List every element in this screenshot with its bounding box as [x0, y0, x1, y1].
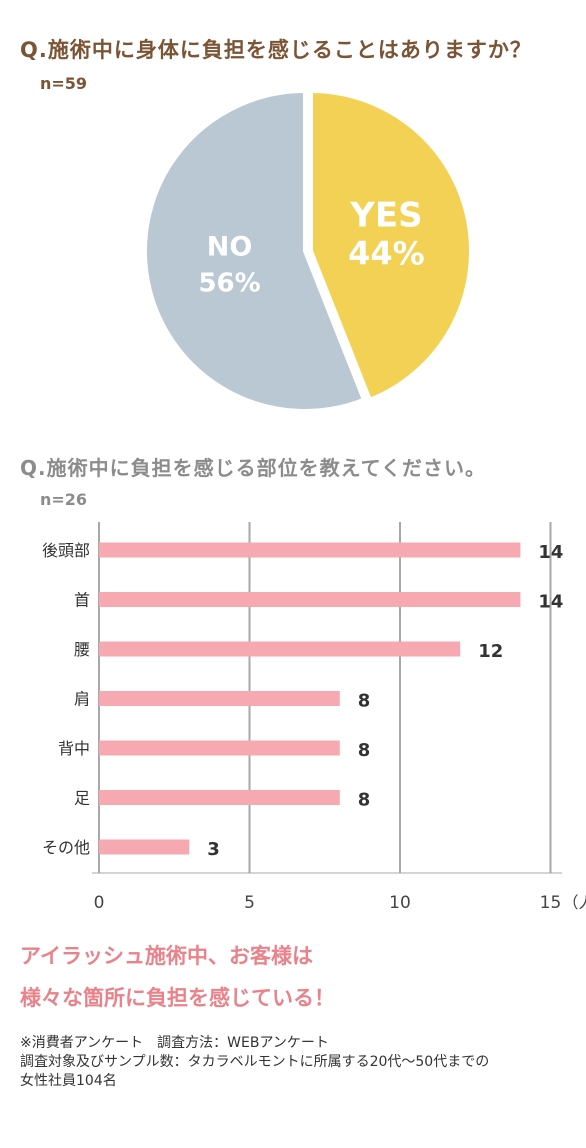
x-axis-unit: （人）	[563, 893, 586, 912]
bar-6	[99, 839, 190, 855]
bar-value-label-2: 12	[478, 641, 503, 662]
category-label-2: 腰	[74, 640, 90, 659]
pie-sample-size: n=59	[40, 74, 88, 93]
bar-0	[99, 542, 521, 558]
category-label-5: 足	[74, 789, 90, 808]
footnote: ※消費者アンケート 調査方法：WEBアンケート 調査対象及びサンプル数：タカラベ…	[20, 1034, 489, 1091]
x-tick-label-0: 0	[94, 893, 105, 913]
footnote-line-2: 調査対象及びサンプル数：タカラベルモントに所属する20代〜50代までの	[20, 1054, 490, 1070]
bar-value-label-0: 14	[538, 542, 563, 563]
bar-question-title: Q.施術中に負担を感じる部位を教えてください。	[20, 456, 486, 480]
bar-value-label-3: 8	[358, 691, 371, 712]
pie-slice-no	[143, 88, 367, 413]
bar-2	[99, 641, 461, 657]
bar-value-label-6: 3	[207, 839, 220, 860]
conclusion-line-2: 様々な箇所に負担を感じている！	[20, 986, 335, 1010]
bar-3	[99, 691, 340, 706]
pie-question-title: Q.施術中に身体に負担を感じることはありますか？	[20, 38, 532, 62]
category-label-0: 後頭部	[42, 541, 90, 560]
pie-value-yes: 44%	[348, 235, 425, 273]
conclusion-line-1: アイラッシュ施術中、お客様は	[20, 944, 313, 968]
bar-5	[99, 790, 340, 805]
x-tick-label-5: 5	[244, 893, 255, 913]
footnote-line-1: ※消費者アンケート 調査方法：WEBアンケート	[20, 1035, 329, 1051]
pie-value-no: 56%	[198, 268, 260, 298]
pie-label-no: NO	[207, 231, 253, 262]
pie-label-yes: YES	[349, 196, 422, 236]
category-label-1: 首	[74, 591, 90, 610]
bar-1	[99, 592, 521, 607]
x-tick-label-10: 10	[389, 893, 411, 913]
bar-value-label-4: 8	[358, 740, 371, 761]
pie-slice-yes	[309, 88, 473, 403]
x-tick-label-15: 15	[540, 893, 562, 913]
category-label-6: その他	[42, 838, 90, 857]
category-label-4: 背中	[58, 739, 90, 758]
conclusion-text: アイラッシュ施術中、お客様は 様々な箇所に負担を感じている！	[20, 935, 335, 1019]
footnote-line-3: 女性社員104名	[20, 1073, 117, 1089]
bar-value-label-1: 14	[538, 592, 563, 613]
bar-value-label-5: 8	[358, 790, 371, 811]
bar-sample-size: n=26	[40, 490, 88, 509]
category-label-3: 肩	[74, 690, 90, 709]
bar-4	[99, 740, 340, 756]
